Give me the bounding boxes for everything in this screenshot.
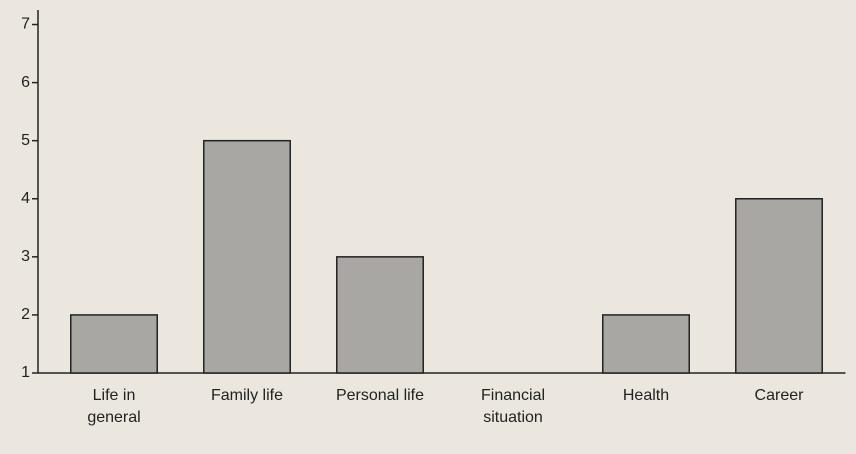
x-tick-label: Personal life xyxy=(335,387,425,404)
bar xyxy=(602,314,690,374)
y-tick-label: 5 xyxy=(21,132,30,149)
x-tick-label: Career xyxy=(754,387,804,404)
x-tick-label: Family life xyxy=(210,387,283,404)
y-tick-label: 2 xyxy=(21,306,30,323)
x-tick-label: Health xyxy=(622,387,670,404)
bar xyxy=(336,256,424,374)
bar xyxy=(735,198,823,374)
bar xyxy=(203,139,291,374)
y-tick-label: 4 xyxy=(21,190,30,207)
y-tick-label: 6 xyxy=(21,74,30,91)
y-tick-label: 7 xyxy=(21,16,30,33)
x-tick-label: Financial situation xyxy=(480,387,546,426)
x-tick-label: Life in general xyxy=(87,387,141,426)
bar xyxy=(70,314,158,374)
y-tick-label: 3 xyxy=(21,248,30,265)
y-tick-label: 1 xyxy=(21,364,30,381)
